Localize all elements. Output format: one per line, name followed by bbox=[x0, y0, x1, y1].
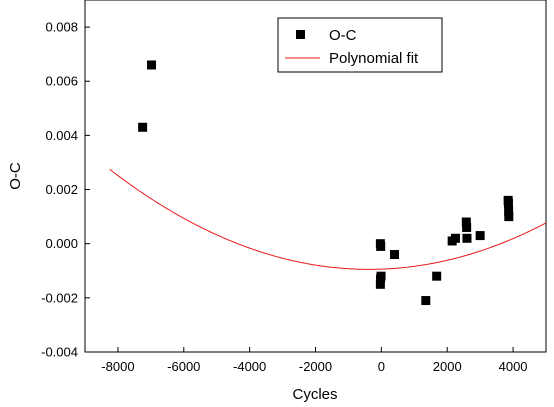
y-tick-label: 0.002 bbox=[45, 182, 78, 197]
x-tick-label: -8000 bbox=[101, 359, 134, 374]
data-point bbox=[504, 206, 514, 216]
data-point bbox=[390, 250, 400, 260]
x-tick-label: -2000 bbox=[299, 359, 332, 374]
x-tick-label: -6000 bbox=[167, 359, 200, 374]
data-point bbox=[504, 212, 514, 222]
x-tick-label: -4000 bbox=[233, 359, 266, 374]
data-points bbox=[138, 60, 514, 306]
y-tick-label: 0.006 bbox=[45, 74, 78, 89]
x-tick-label: 0 bbox=[378, 359, 385, 374]
data-point bbox=[376, 241, 386, 251]
legend-box bbox=[277, 17, 443, 73]
legend: O-C Polynomial fit bbox=[277, 17, 443, 73]
polynomial-fit-line bbox=[109, 168, 547, 270]
data-point bbox=[432, 271, 442, 281]
data-point bbox=[462, 233, 472, 243]
x-tick-label: 2000 bbox=[433, 359, 462, 374]
y-tick-label: 0.008 bbox=[45, 20, 78, 35]
x-axis-title: Cycles bbox=[292, 386, 337, 403]
y-tick-label: 0.004 bbox=[45, 128, 78, 143]
y-tick-label: -0.004 bbox=[41, 345, 78, 360]
y-tick-label: -0.002 bbox=[41, 290, 78, 305]
data-point bbox=[421, 296, 431, 306]
y-tick-label: 0.000 bbox=[45, 236, 78, 251]
data-point bbox=[503, 198, 513, 208]
legend-oc-marker bbox=[296, 30, 305, 39]
legend-fit-label: Polynomial fit bbox=[329, 50, 419, 67]
legend-oc-label: O-C bbox=[329, 27, 357, 44]
data-point bbox=[376, 274, 386, 284]
data-point bbox=[461, 217, 471, 227]
data-point bbox=[138, 122, 148, 132]
x-ticks: -8000 -6000 -4000 -2000 0 2000 4000 bbox=[101, 347, 528, 374]
data-point bbox=[462, 222, 472, 232]
data-point bbox=[450, 233, 460, 243]
data-point bbox=[375, 279, 385, 289]
data-point bbox=[147, 60, 157, 70]
y-ticks: -0.004 -0.002 0.000 0.002 0.004 0.006 0.008 bbox=[41, 20, 90, 360]
data-point bbox=[475, 231, 485, 241]
x-tick-label: 4000 bbox=[499, 359, 528, 374]
y-axis-title: O-C bbox=[7, 162, 24, 190]
